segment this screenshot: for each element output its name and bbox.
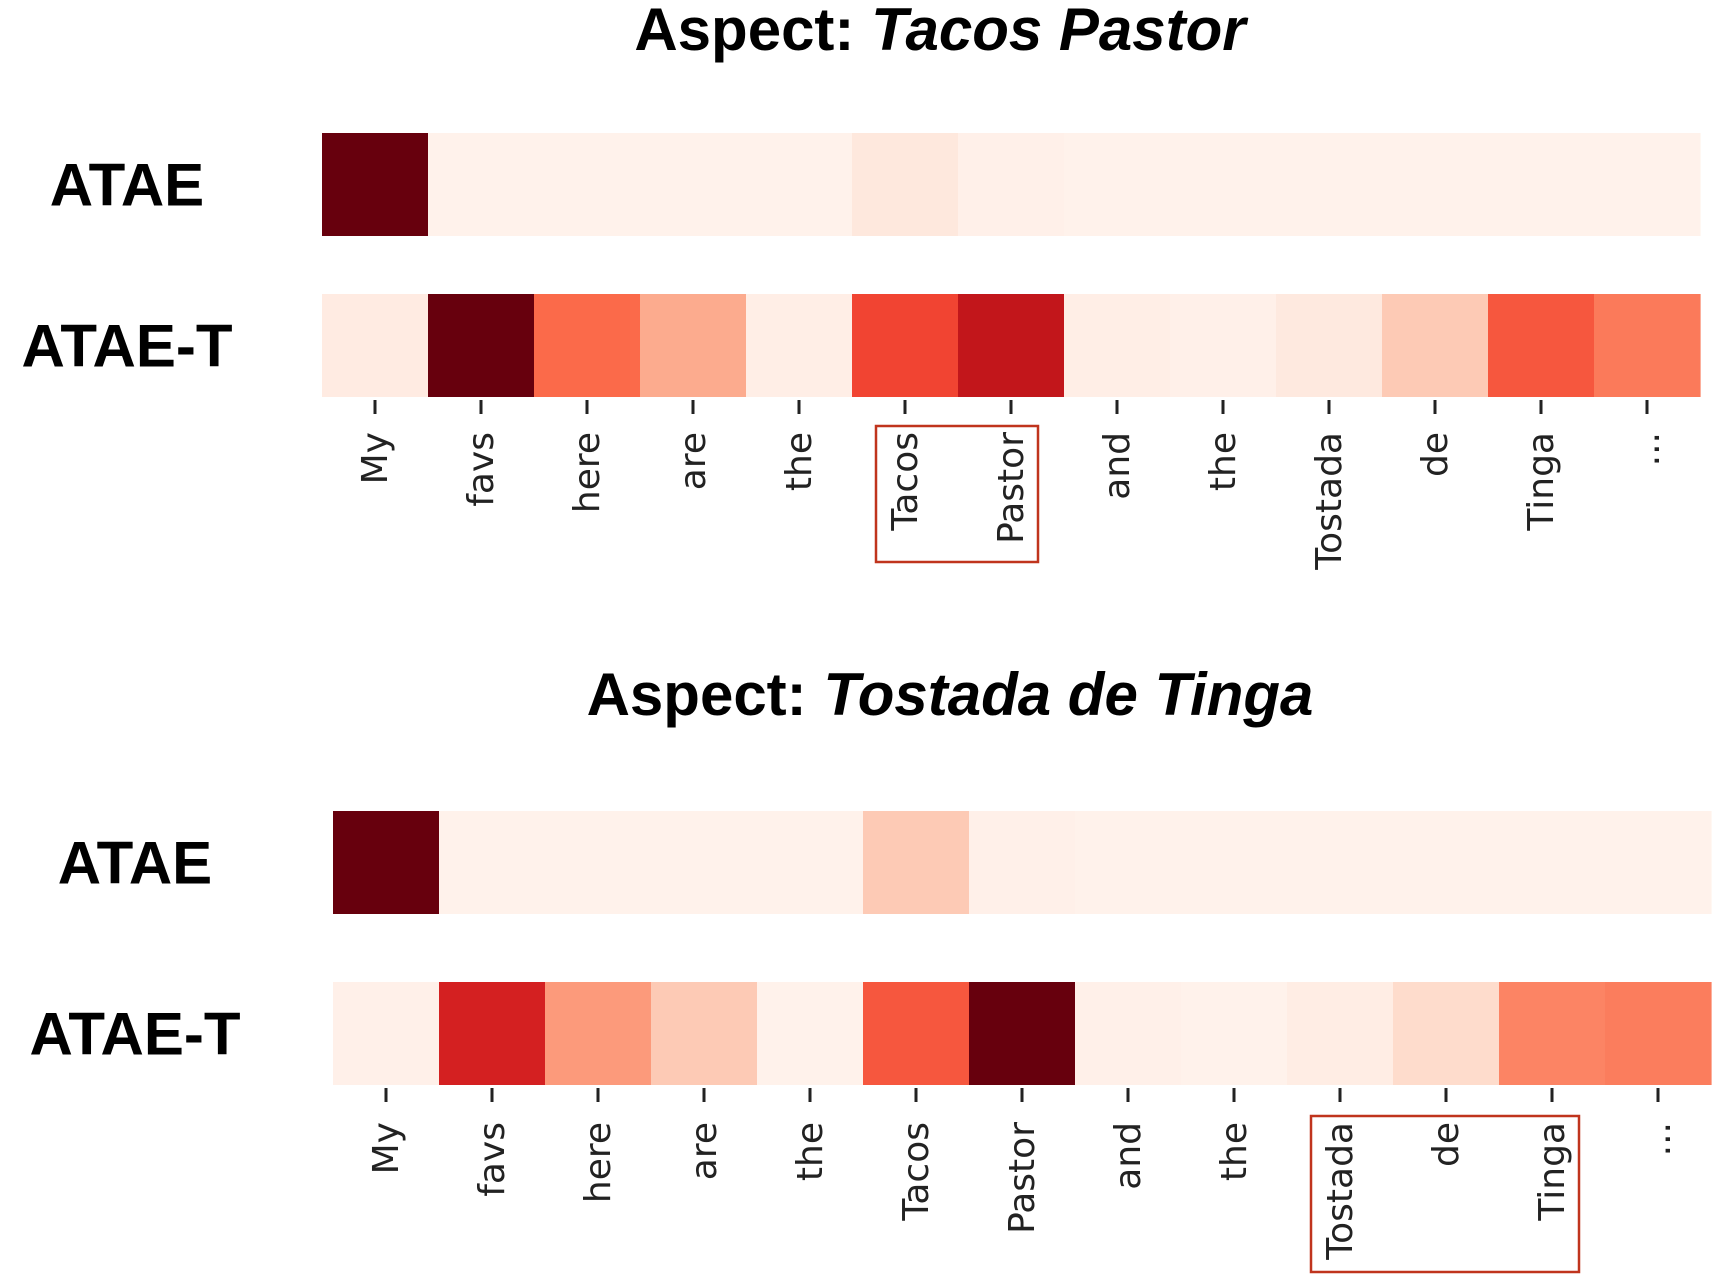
heatmap-cell [1075,811,1182,914]
chart-title: Aspect: Tacos Pastor [634,0,1249,63]
panel-tacos-pastor: Aspect: Tacos Pastor ATAE ATAE-T My favs here… [21,0,1701,571]
heatmap-cell [1064,294,1171,397]
token-label: Pastor [1002,1122,1043,1234]
title-aspect: Tostada de Tinga [823,661,1313,728]
token-label: and [1108,1122,1149,1190]
token-label: the [1203,432,1244,491]
token-label: the [790,1122,831,1181]
token-label: and [1097,432,1138,500]
token-label: de [1426,1122,1467,1167]
heatmap-cell [333,811,440,914]
heatmap-cell [545,982,652,1085]
heatmap-cell [1382,133,1489,236]
heatmap-cell [1287,982,1394,1085]
heatmap-cell [428,294,535,397]
heatmap-cell [1488,294,1595,397]
title-prefix: Aspect: [587,661,824,728]
heatmap-cell [1075,982,1182,1085]
heatmap-cell [746,133,853,236]
heatmap-cell [958,133,1065,236]
heatmap-cell [651,982,758,1085]
token-label: here [567,432,608,513]
token-label: My [366,1122,407,1174]
heatmap-cell [640,133,747,236]
aspect-highlight-box [1309,1114,1581,1274]
heatmap-cell [969,982,1076,1085]
token-label: Tostada [1320,1122,1361,1261]
token-label: de [1415,432,1456,477]
heatmap-cell [534,133,641,236]
token-label: the [1214,1122,1255,1181]
row-label: ATAE-T [29,1001,240,1068]
token-label: are [684,1122,725,1180]
heatmap-cell [1287,811,1394,914]
heatmap-cell [439,811,546,914]
heatmap-cell [333,982,440,1085]
heatmap-cell [439,982,546,1085]
heatmap-cell [1181,982,1288,1085]
heatmap-cell [1488,133,1595,236]
heatmap-cell [969,811,1076,914]
row-label: ATAE [58,830,212,897]
token-label: Pastor [991,432,1032,544]
heatmap-cell [1499,982,1606,1085]
heatmap-cell [1064,133,1171,236]
heatmap-cell [322,133,429,236]
heatmap-cell [746,294,853,397]
heatmap-cell [1382,294,1489,397]
title-aspect: Tacos Pastor [871,0,1249,63]
heatmap-cell [1393,982,1500,1085]
token-label: Tinga [1521,432,1562,532]
heatmap-cell [1170,294,1277,397]
token-label: favs [472,1122,513,1197]
token-label: here [578,1122,619,1203]
token-label: Tacos [885,432,926,532]
panel-tostada-de-tinga: Aspect: Tostada de Tinga ATAE ATAE-T My favs… [29,661,1712,1274]
heatmap-cell [852,294,959,397]
title-prefix: Aspect: [634,0,871,63]
heatmap-cell [1393,811,1500,914]
row-label: ATAE [50,152,204,219]
token-label: My [355,432,396,484]
heatmap-cell [322,294,429,397]
token-label: Tinga [1532,1122,1573,1222]
token-label: Tostada [1309,432,1350,571]
chart-title: Aspect: Tostada de Tinga [587,661,1314,728]
heatmap-cell [1276,294,1383,397]
heatmap-cell [534,294,641,397]
heatmap-cell [863,982,970,1085]
heatmap-cell [1605,811,1712,914]
aspect-highlight-box [874,424,1040,564]
heatmap-cell [1170,133,1277,236]
heatmap-cell [1594,133,1701,236]
heatmap-cell [1605,982,1712,1085]
row-label: ATAE-T [21,313,232,380]
heatmap-cell [1181,811,1288,914]
heatmap-cell [757,811,864,914]
heatmap-cell [863,811,970,914]
token-label: the [779,432,820,491]
heatmap-cell [958,294,1065,397]
token-label: are [673,432,714,490]
heatmap-cell [852,133,959,236]
heatmap-cell [1594,294,1701,397]
heatmap-cell [1499,811,1606,914]
heatmap-cell [1276,133,1383,236]
heatmap-cell [640,294,747,397]
heatmap-cell [428,133,535,236]
heatmap-cell [757,982,864,1085]
token-label: favs [461,432,502,507]
heatmap-cell [545,811,652,914]
heatmap-cell [651,811,758,914]
token-label: ... [1627,432,1668,466]
token-label: Tacos [896,1122,937,1222]
token-label: ... [1638,1122,1679,1156]
